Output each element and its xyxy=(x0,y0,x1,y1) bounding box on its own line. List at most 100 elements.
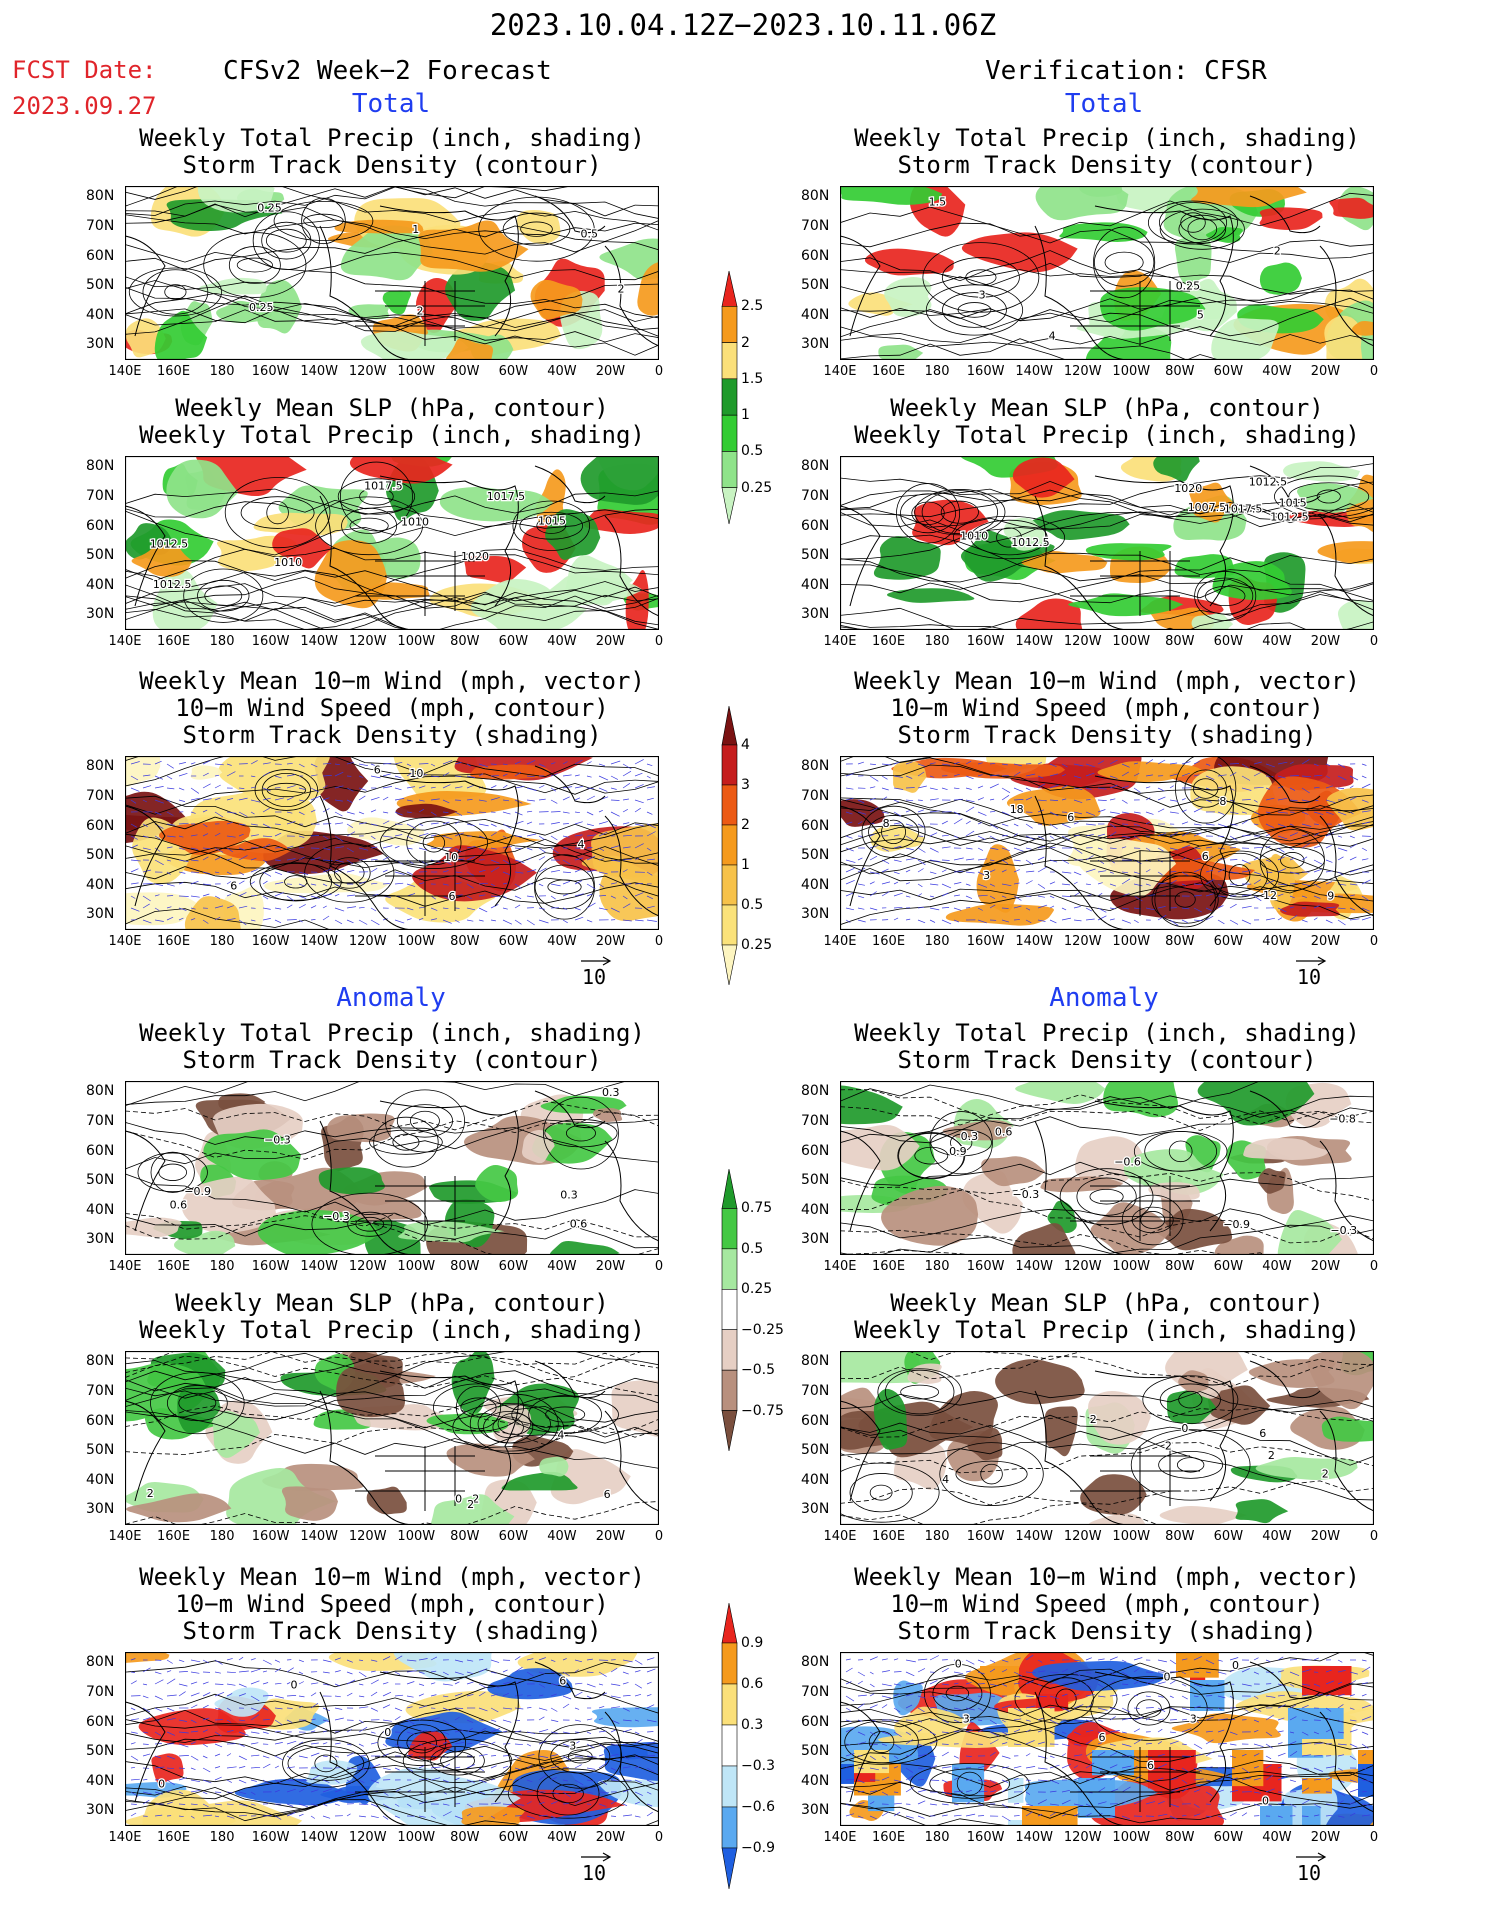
contour-label: 1012.5 xyxy=(153,578,192,591)
panel-title-line: Weekly Mean 10−m Wind (mph, vector) xyxy=(139,667,645,695)
lon-tick-label: 20W xyxy=(1310,364,1341,379)
contour-layer xyxy=(125,461,659,630)
lon-tick-label: 80W xyxy=(450,1830,480,1845)
lon-tick-label: 80W xyxy=(450,1529,480,1544)
lat-tick-label: 70N xyxy=(801,1684,830,1701)
coastline-layer xyxy=(125,195,659,360)
lon-tick-label: 140W xyxy=(300,364,339,379)
map-frame xyxy=(840,756,1374,930)
map-frame xyxy=(125,1351,659,1525)
lat-tick-label: 50N xyxy=(86,547,115,564)
left-anomaly-section-label: Anomaly xyxy=(336,983,446,1013)
coastline-layer xyxy=(125,1661,659,1826)
lon-tick-label: 140W xyxy=(300,934,339,949)
colorbar-label: −0.25 xyxy=(741,1321,784,1338)
map-panel: 0 3 0 0 6 3 0 6 xyxy=(840,1652,1374,1826)
colorbar-segment xyxy=(721,1410,738,1452)
lon-tick-label: 100W xyxy=(397,1830,436,1845)
contour-label: 6 xyxy=(559,1675,566,1688)
colorbar-label: −0.6 xyxy=(741,1799,775,1815)
contour-label: 10 xyxy=(409,767,423,780)
coastline-layer xyxy=(840,1661,1374,1826)
panel-title-line: Weekly Mean SLP (hPa, contour) xyxy=(890,394,1324,422)
lon-tick-label: 160E xyxy=(872,1259,906,1274)
lon-tick-label: 0 xyxy=(1369,364,1379,379)
lon-tick-label: 20W xyxy=(595,1830,626,1845)
lon-tick-label: 120W xyxy=(1063,1830,1102,1845)
lon-tick-label: 60W xyxy=(1213,1529,1244,1544)
panel-title-line: Weekly Total Precip (inch, shading) xyxy=(139,1019,645,1047)
colorbar-segment xyxy=(721,1724,738,1767)
map-frame xyxy=(125,1652,659,1826)
lat-tick-label: 60N xyxy=(801,817,830,834)
lat-tick-label: 40N xyxy=(86,576,115,593)
lon-tick-label: 100W xyxy=(397,364,436,379)
lon-tick-label: 80W xyxy=(450,1259,480,1274)
colorbar-label: 0.3 xyxy=(741,1717,764,1733)
colorbar-label: −0.9 xyxy=(741,1840,775,1856)
lat-tick-label: 80N xyxy=(801,458,830,475)
lat-tick-label: 50N xyxy=(86,1743,115,1760)
wind-vector-layer xyxy=(130,1655,657,1820)
lon-tick-label: 100W xyxy=(397,634,436,649)
panel-title-line: Weekly Total Precip (inch, shading) xyxy=(854,421,1360,449)
lon-tick-label: 160E xyxy=(157,364,191,379)
lat-tick-label: 50N xyxy=(801,547,830,564)
colorbar-segment xyxy=(721,1602,738,1644)
contour-label: 0.25 xyxy=(257,201,282,214)
lat-tick-label: 50N xyxy=(86,847,115,864)
contour-label: 0 xyxy=(158,1777,165,1790)
lon-tick-label: 180 xyxy=(209,1529,235,1544)
contour-label: −0.9 xyxy=(184,1185,211,1198)
contour-label: 6 xyxy=(1067,811,1074,824)
map-frame xyxy=(125,756,659,930)
lon-tick-label: 120W xyxy=(1063,1529,1102,1544)
lon-tick-label: 40W xyxy=(547,1529,577,1544)
lat-tick-label: 40N xyxy=(801,1201,830,1218)
lat-tick-label: 30N xyxy=(801,606,830,623)
colorbar-label: 2.5 xyxy=(741,298,764,315)
lon-tick-label: 160E xyxy=(157,1830,191,1845)
lat-tick-label: 80N xyxy=(86,1083,115,1100)
lat-tick-label: 30N xyxy=(801,336,830,353)
contour-label: −0.9 xyxy=(1223,1218,1250,1231)
lat-tick-label: 40N xyxy=(86,1772,115,1789)
colorbar-segment xyxy=(721,305,738,343)
lon-tick-label: 40W xyxy=(547,1259,577,1274)
lon-tick-label: 140W xyxy=(1015,364,1054,379)
lon-tick-label: 140E xyxy=(823,364,857,379)
lat-tick-label: 50N xyxy=(801,847,830,864)
lon-tick-label: 80W xyxy=(450,634,480,649)
fcst-date-value: 2023.09.27 xyxy=(12,92,157,120)
lat-tick-label: 60N xyxy=(86,817,115,834)
lon-tick-label: 120W xyxy=(1063,1259,1102,1274)
lon-tick-label: 60W xyxy=(1213,634,1244,649)
colorbar xyxy=(721,1602,738,1890)
lat-tick-label: 30N xyxy=(86,1802,115,1819)
lat-tick-label: 40N xyxy=(86,1201,115,1218)
contour-layer xyxy=(125,1081,659,1255)
lon-tick-label: 0 xyxy=(654,364,664,379)
lat-tick-label: 80N xyxy=(801,758,830,775)
contour-label: 0.25 xyxy=(1176,280,1201,293)
coastline-layer xyxy=(125,465,659,630)
contour-label: 0.3 xyxy=(602,1086,620,1099)
lat-tick-label: 30N xyxy=(86,906,115,923)
contour-label: 4 xyxy=(578,838,585,851)
shading-layer xyxy=(840,1652,1374,1826)
lat-tick-label: 40N xyxy=(801,576,830,593)
lon-tick-label: 160W xyxy=(251,934,290,949)
lon-tick-label: 140W xyxy=(1015,1830,1054,1845)
shading-layer xyxy=(125,1351,659,1525)
colorbar-label: 0.5 xyxy=(741,443,764,460)
lon-tick-label: 160E xyxy=(157,934,191,949)
contour-layer xyxy=(125,756,659,930)
coastline-layer xyxy=(840,765,1374,930)
shading-layer xyxy=(840,756,1374,930)
left-total-section-label: Total xyxy=(351,89,431,119)
lon-tick-label: 0 xyxy=(1369,1830,1379,1845)
contour-label: 2 xyxy=(147,1487,154,1500)
lon-tick-label: 80W xyxy=(1165,934,1195,949)
